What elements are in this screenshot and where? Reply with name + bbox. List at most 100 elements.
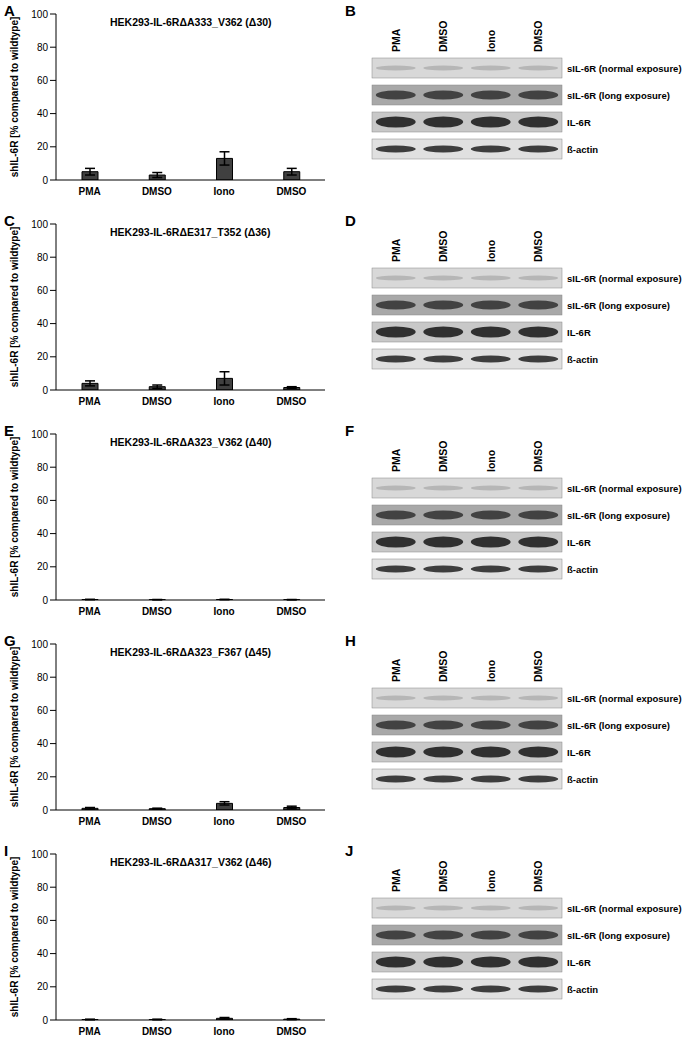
svg-text:60: 60: [37, 495, 49, 506]
svg-text:PMA: PMA: [79, 606, 101, 617]
svg-text:shIL-6R [% compared to wildtyp: shIL-6R [% compared to wildtype]: [9, 227, 20, 388]
svg-text:DMSO: DMSO: [437, 231, 449, 263]
svg-text:100: 100: [31, 639, 48, 650]
svg-text:PMA: PMA: [79, 816, 101, 827]
svg-text:100: 100: [31, 849, 48, 860]
svg-text:ß-actin: ß-actin: [567, 354, 598, 365]
svg-text:100: 100: [31, 219, 48, 230]
svg-text:PMA: PMA: [79, 1026, 101, 1037]
svg-text:PMA: PMA: [79, 186, 101, 197]
svg-text:100: 100: [31, 429, 48, 440]
svg-text:40: 40: [37, 318, 49, 329]
svg-text:D: D: [345, 212, 356, 229]
svg-text:ß-actin: ß-actin: [567, 774, 598, 785]
svg-text:20: 20: [37, 771, 49, 782]
svg-text:shIL-6R [% compared to wildtyp: shIL-6R [% compared to wildtype]: [9, 437, 20, 598]
svg-text:80: 80: [37, 672, 49, 683]
svg-text:Iono: Iono: [214, 396, 235, 407]
svg-text:60: 60: [37, 915, 49, 926]
svg-text:DMSO: DMSO: [532, 861, 544, 893]
svg-text:IL-6R: IL-6R: [567, 747, 591, 758]
svg-text:sIL-6R (long exposure): sIL-6R (long exposure): [567, 90, 670, 101]
svg-text:0: 0: [42, 1015, 48, 1026]
svg-text:0: 0: [42, 385, 48, 396]
svg-text:Iono: Iono: [485, 450, 497, 472]
svg-text:J: J: [345, 842, 353, 859]
svg-text:DMSO: DMSO: [276, 396, 306, 407]
svg-text:DMSO: DMSO: [437, 441, 449, 473]
svg-text:F: F: [345, 422, 354, 439]
svg-text:40: 40: [37, 108, 49, 119]
svg-text:80: 80: [37, 42, 49, 53]
svg-text:sIL-6R (normal exposure): sIL-6R (normal exposure): [567, 903, 682, 914]
svg-text:Iono: Iono: [214, 816, 235, 827]
svg-text:0: 0: [42, 805, 48, 816]
svg-text:DMSO: DMSO: [142, 606, 172, 617]
svg-text:sIL-6R (long exposure): sIL-6R (long exposure): [567, 300, 670, 311]
svg-text:DMSO: DMSO: [532, 651, 544, 683]
svg-text:DMSO: DMSO: [437, 861, 449, 893]
svg-text:PMA: PMA: [79, 396, 101, 407]
svg-text:IL-6R: IL-6R: [567, 327, 591, 338]
svg-text:sIL-6R (long exposure): sIL-6R (long exposure): [567, 720, 670, 731]
svg-text:ß-actin: ß-actin: [567, 144, 598, 155]
svg-text:sIL-6R (normal exposure): sIL-6R (normal exposure): [567, 273, 682, 284]
svg-text:0: 0: [42, 595, 48, 606]
svg-text:DMSO: DMSO: [276, 606, 306, 617]
svg-text:80: 80: [37, 462, 49, 473]
svg-text:H: H: [345, 632, 356, 649]
svg-text:DMSO: DMSO: [142, 816, 172, 827]
svg-text:DMSO: DMSO: [532, 231, 544, 263]
svg-text:IL-6R: IL-6R: [567, 537, 591, 548]
svg-text:40: 40: [37, 948, 49, 959]
svg-text:DMSO: DMSO: [142, 1026, 172, 1037]
svg-text:20: 20: [37, 351, 49, 362]
svg-text:Iono: Iono: [485, 660, 497, 682]
svg-text:80: 80: [37, 882, 49, 893]
svg-text:DMSO: DMSO: [276, 816, 306, 827]
svg-text:DMSO: DMSO: [437, 651, 449, 683]
svg-text:ß-actin: ß-actin: [567, 564, 598, 575]
svg-text:0: 0: [42, 175, 48, 186]
svg-text:80: 80: [37, 252, 49, 263]
svg-text:60: 60: [37, 285, 49, 296]
svg-text:shIL-6R [% compared to wildtyp: shIL-6R [% compared to wildtype]: [9, 17, 20, 178]
svg-text:DMSO: DMSO: [532, 441, 544, 473]
svg-text:20: 20: [37, 561, 49, 572]
svg-text:sIL-6R (normal exposure): sIL-6R (normal exposure): [567, 693, 682, 704]
svg-text:DMSO: DMSO: [276, 1026, 306, 1037]
svg-text:PMA: PMA: [390, 238, 402, 262]
svg-text:IL-6R: IL-6R: [567, 957, 591, 968]
svg-text:DMSO: DMSO: [276, 186, 306, 197]
svg-text:sIL-6R (normal exposure): sIL-6R (normal exposure): [567, 483, 682, 494]
svg-text:100: 100: [31, 9, 48, 20]
svg-text:40: 40: [37, 528, 49, 539]
svg-text:DMSO: DMSO: [532, 21, 544, 53]
svg-text:sIL-6R (normal exposure): sIL-6R (normal exposure): [567, 63, 682, 74]
svg-text:DMSO: DMSO: [142, 186, 172, 197]
svg-text:20: 20: [37, 981, 49, 992]
svg-text:60: 60: [37, 705, 49, 716]
svg-text:DMSO: DMSO: [437, 21, 449, 53]
svg-text:PMA: PMA: [390, 28, 402, 52]
svg-text:60: 60: [37, 75, 49, 86]
svg-text:sIL-6R (long exposure): sIL-6R (long exposure): [567, 930, 670, 941]
svg-text:B: B: [345, 2, 356, 19]
svg-text:PMA: PMA: [390, 868, 402, 892]
svg-text:Iono: Iono: [214, 1026, 235, 1037]
svg-text:Iono: Iono: [485, 870, 497, 892]
svg-text:Iono: Iono: [214, 606, 235, 617]
svg-text:DMSO: DMSO: [142, 396, 172, 407]
svg-text:Iono: Iono: [214, 186, 235, 197]
svg-text:Iono: Iono: [485, 240, 497, 262]
svg-text:Iono: Iono: [485, 30, 497, 52]
svg-text:40: 40: [37, 738, 49, 749]
svg-text:20: 20: [37, 141, 49, 152]
svg-text:shIL-6R [% compared to wildtyp: shIL-6R [% compared to wildtype]: [9, 857, 20, 1018]
svg-text:sIL-6R (long exposure): sIL-6R (long exposure): [567, 510, 670, 521]
svg-text:PMA: PMA: [390, 658, 402, 682]
svg-text:ß-actin: ß-actin: [567, 984, 598, 995]
svg-text:PMA: PMA: [390, 448, 402, 472]
svg-text:shIL-6R [% compared to wildtyp: shIL-6R [% compared to wildtype]: [9, 647, 20, 808]
svg-text:IL-6R: IL-6R: [567, 117, 591, 128]
